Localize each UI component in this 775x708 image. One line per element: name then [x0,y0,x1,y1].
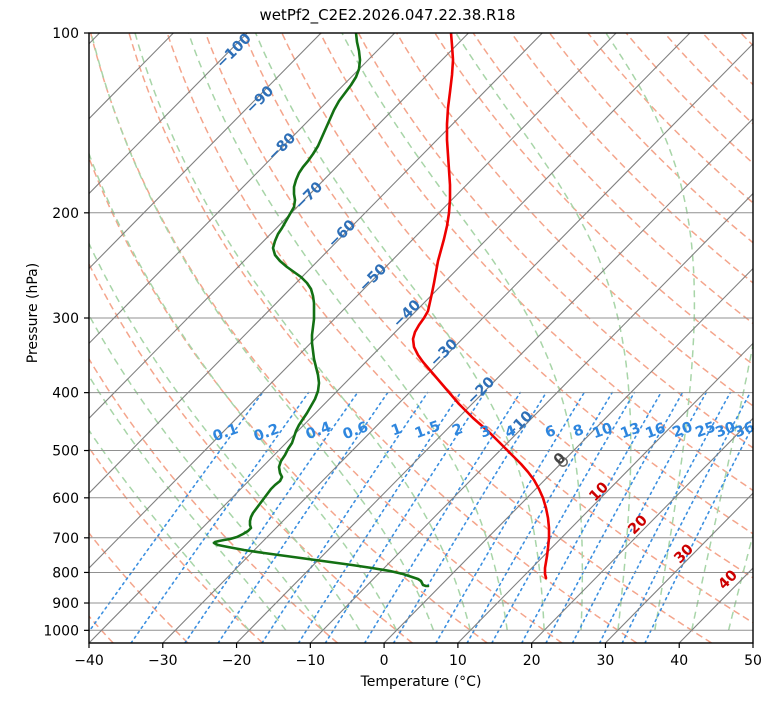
sounding-profiles [212,33,551,588]
temperature-profile-line [411,33,551,580]
y-tick-label: 900 [52,596,79,612]
mixing-ratio-label: 16 [643,420,667,442]
y-tick-label: 700 [52,531,79,547]
mixing-ratio-label: 13 [618,420,642,442]
isotherm-lines [89,33,753,643]
y-tick-label: 600 [52,491,79,507]
axis-ticks: −40 −30 −20 −10 0 10 20 30 40 50 100 200 300 400 500 60… [43,26,762,669]
x-tick-label: 20 [523,653,541,669]
mixing-ratio-label: 30 [713,419,737,441]
x-tick-label: 50 [744,653,762,669]
x-tick-label: 0 [380,653,389,669]
isobar-gridlines [89,33,753,631]
mixing-ratio-label: 36 [732,419,756,441]
y-tick-label: 1000 [43,623,79,639]
x-tick-label: −30 [148,653,178,669]
y-tick-label: 300 [52,311,79,327]
x-axis-label: Temperature (°C) [360,674,482,690]
lcl-marker [557,456,568,467]
dewpoint-profile-line [212,33,430,588]
y-tick-label: 800 [52,565,79,581]
mixing-ratio-label: 20 [670,419,694,441]
plot-border [88,32,754,644]
x-tick-label: −10 [296,653,326,669]
x-tick-label: 40 [670,653,688,669]
y-axis-label: Pressure (hPa) [25,262,41,364]
x-tick-label: 30 [597,653,615,669]
page-title: wetPf2_C2E2.2026.047.22.38.R18 [259,6,516,24]
mixing-ratio-label: 25 [693,419,717,441]
y-tick-label: 400 [52,386,79,402]
y-tick-label: 500 [52,444,79,460]
x-tick-label: 10 [449,653,467,669]
plot-background [89,33,753,643]
mixing-ratio-label: 10 [590,420,614,442]
y-tick-label: 100 [52,26,79,42]
y-tick-label: 200 [52,206,79,222]
x-tick-label: −40 [74,653,104,669]
x-tick-label: −20 [222,653,252,669]
